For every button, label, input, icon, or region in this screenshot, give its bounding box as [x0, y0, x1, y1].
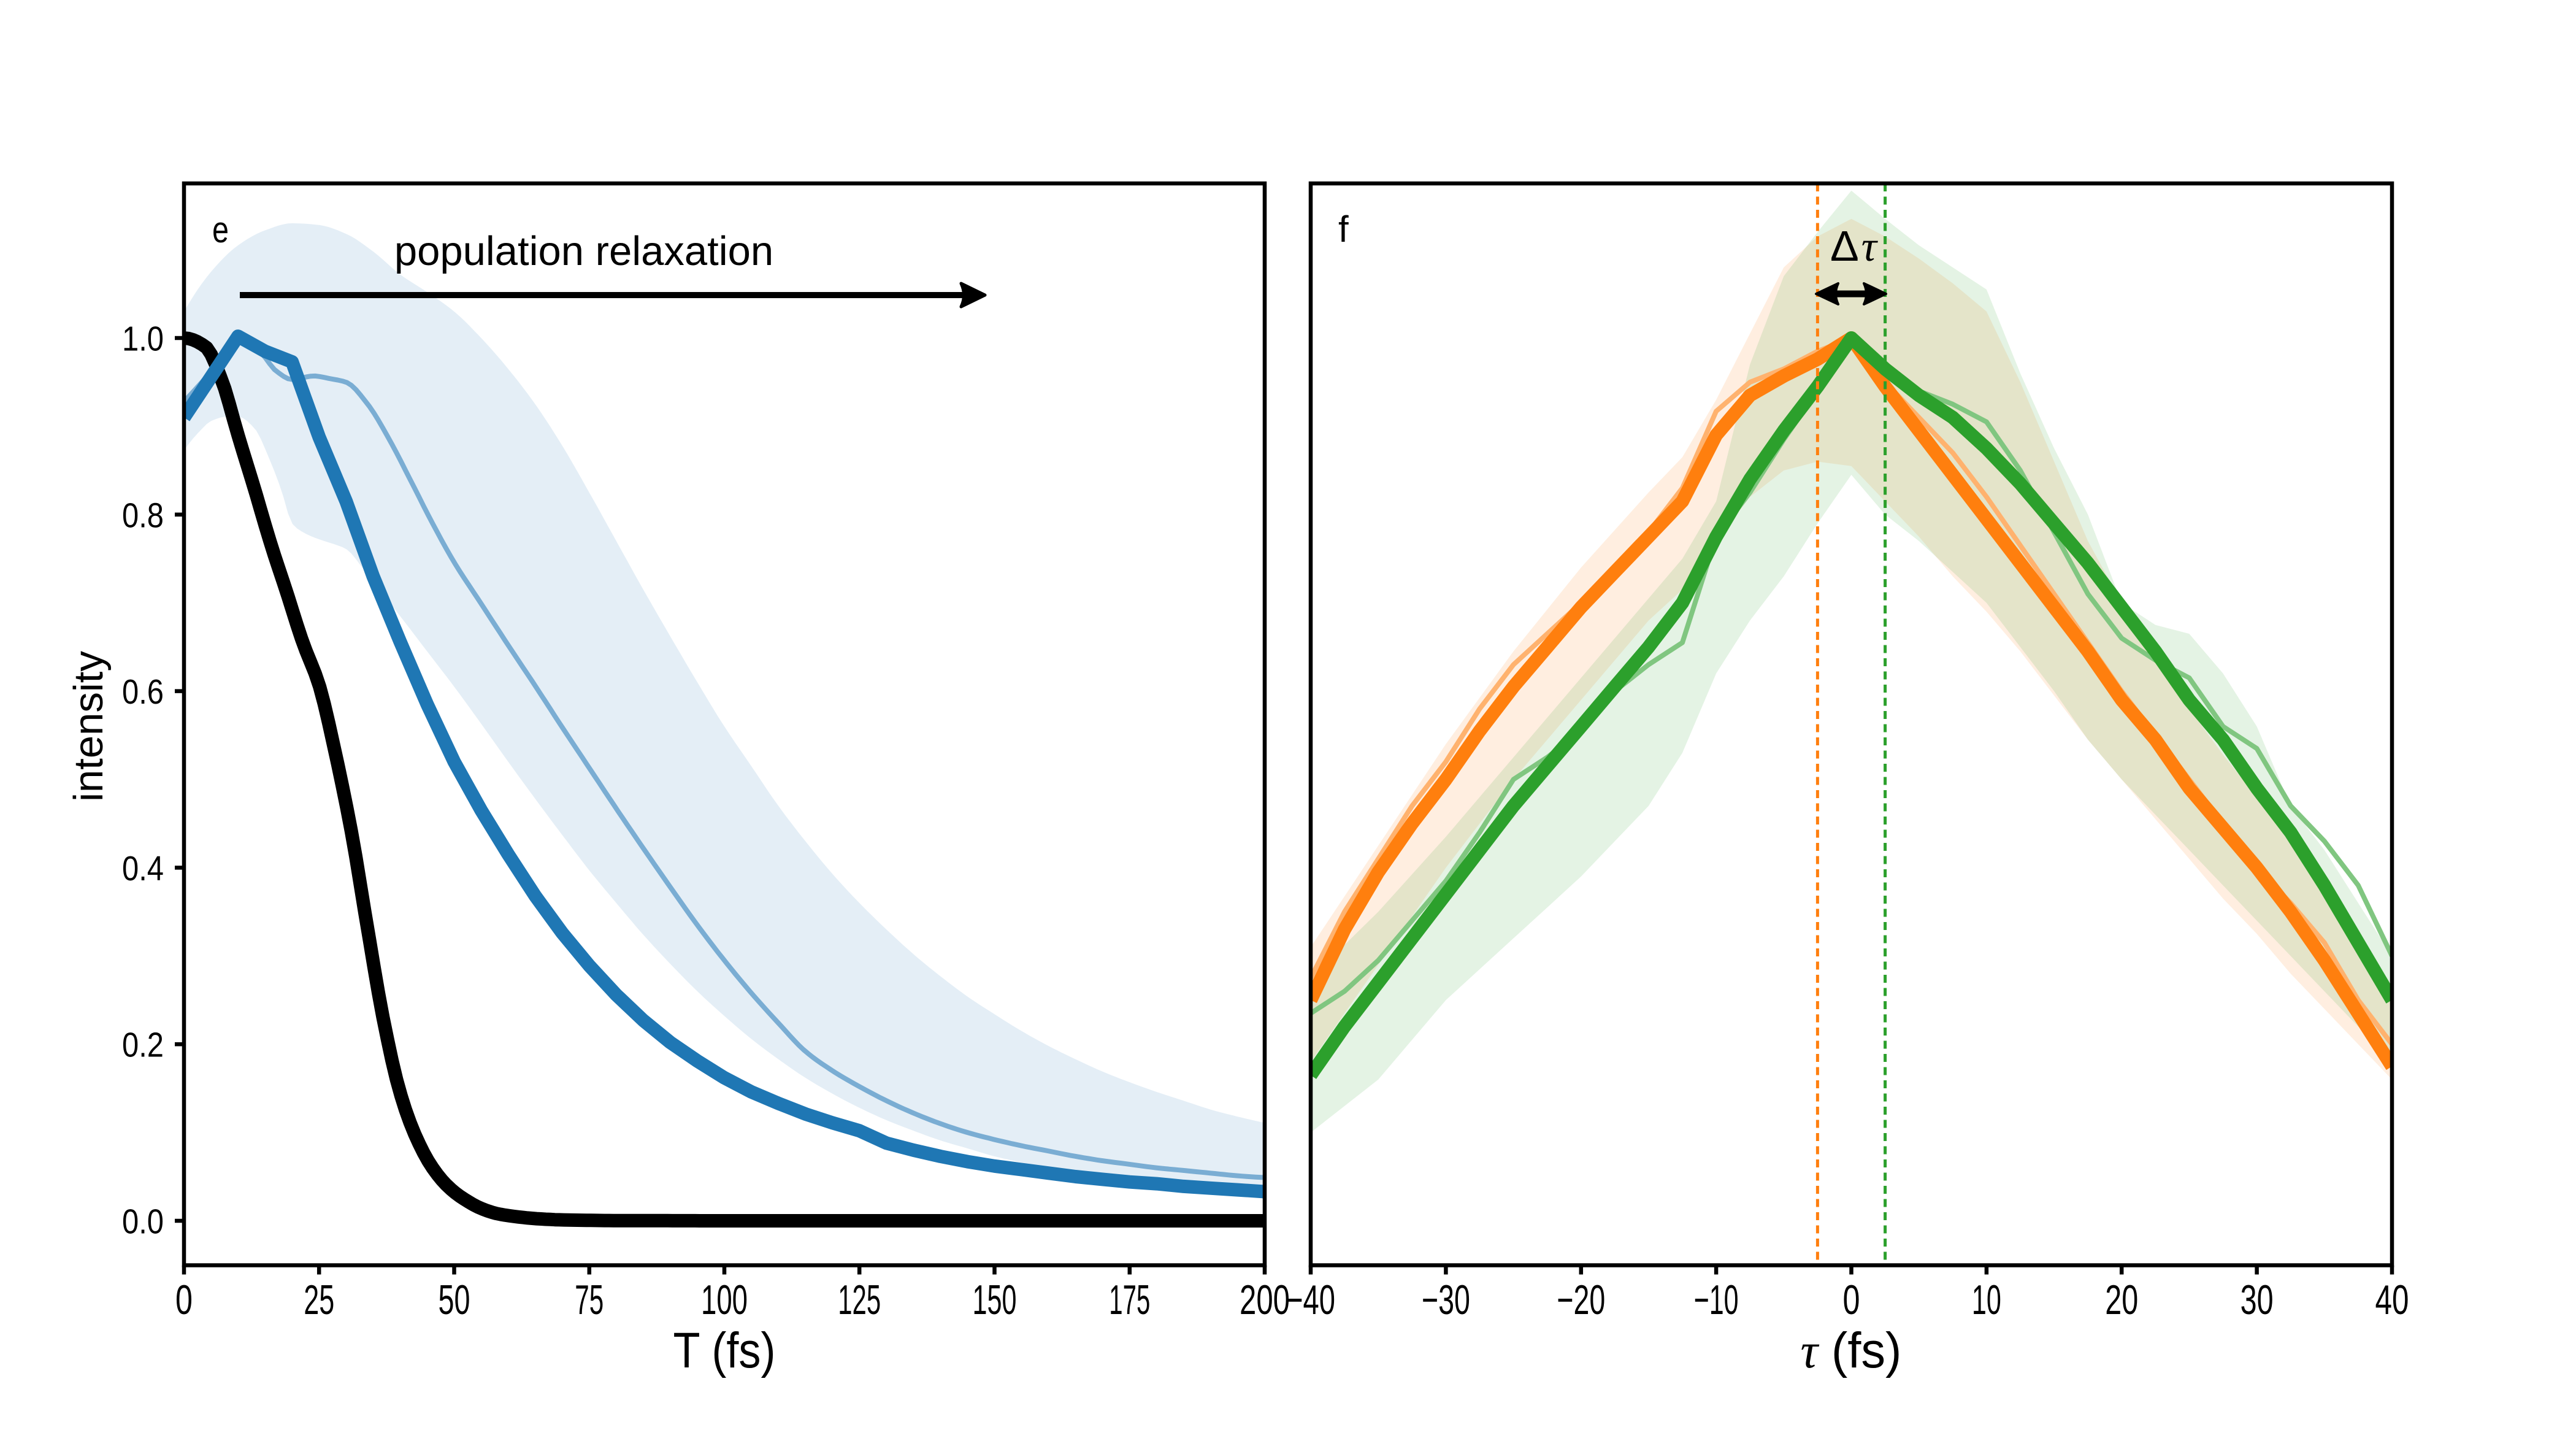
svg-text:75: 75 — [575, 1277, 604, 1323]
svg-text:150: 150 — [973, 1277, 1017, 1323]
svg-text:−40: −40 — [1286, 1277, 1335, 1323]
svg-text:0.6: 0.6 — [122, 672, 164, 712]
svg-text:175: 175 — [1109, 1277, 1150, 1323]
svg-text:100: 100 — [701, 1277, 748, 1323]
svg-text:30: 30 — [2241, 1277, 2274, 1323]
svg-text:f: f — [1338, 209, 1349, 250]
svg-text:0.4: 0.4 — [122, 849, 164, 888]
svg-text:0: 0 — [175, 1277, 193, 1323]
svg-text:population relaxation: population relaxation — [394, 228, 773, 274]
svg-text:0.8: 0.8 — [122, 496, 164, 535]
svg-text:e: e — [212, 209, 229, 250]
svg-text:−20: −20 — [1557, 1277, 1605, 1323]
svg-text:10: 10 — [1972, 1277, 2001, 1323]
svg-text:T (fs): T (fs) — [673, 1323, 776, 1378]
svg-text:25: 25 — [304, 1277, 334, 1323]
svg-text:τ (fs): τ (fs) — [1801, 1323, 1902, 1378]
svg-text:20: 20 — [2105, 1277, 2138, 1323]
svg-text:50: 50 — [439, 1277, 470, 1323]
svg-text:−30: −30 — [1422, 1277, 1470, 1323]
svg-text:−10: −10 — [1694, 1277, 1739, 1323]
svg-text:0.0: 0.0 — [122, 1202, 164, 1242]
svg-text:Δτ: Δτ — [1830, 222, 1879, 271]
svg-text:0: 0 — [1843, 1277, 1860, 1323]
svg-text:200: 200 — [1240, 1277, 1290, 1323]
svg-text:40: 40 — [2375, 1277, 2409, 1323]
svg-text:1.0: 1.0 — [122, 320, 164, 359]
svg-text:125: 125 — [838, 1277, 881, 1323]
svg-text:0.2: 0.2 — [122, 1026, 164, 1065]
svg-text:intensity: intensity — [66, 651, 112, 802]
